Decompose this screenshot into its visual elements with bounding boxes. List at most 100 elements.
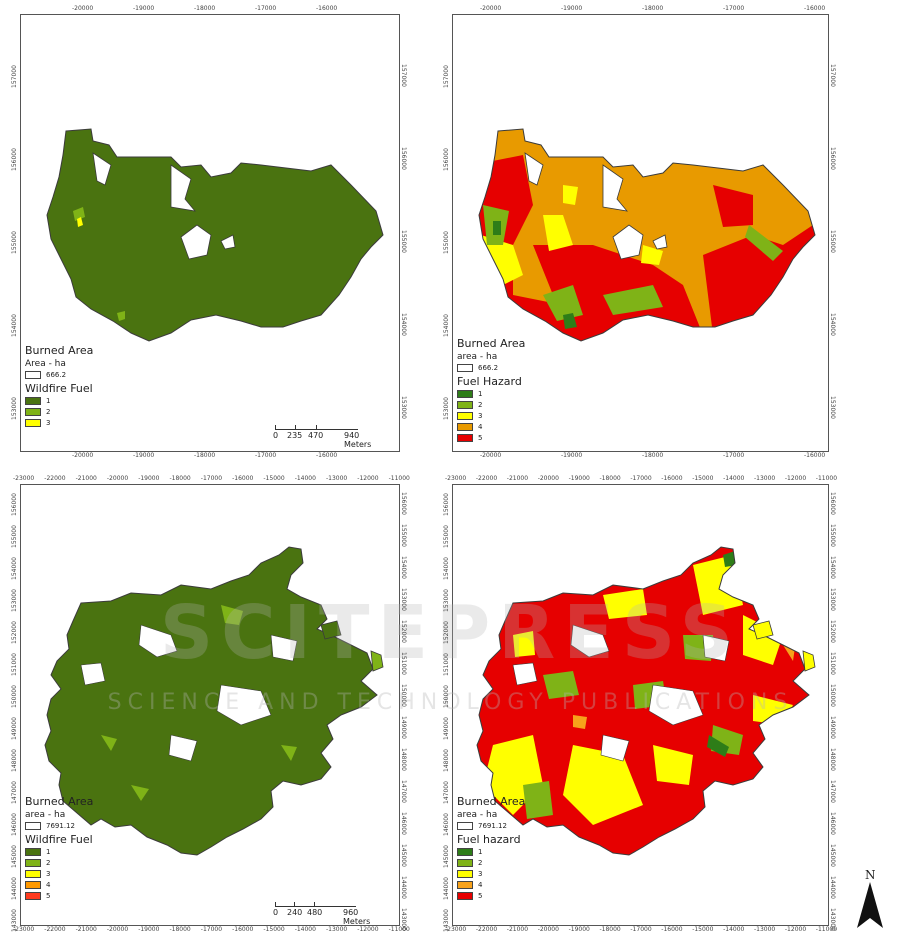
y-tick-label: 154000 xyxy=(443,557,450,580)
y-tick-label: 152000 xyxy=(443,621,450,644)
y-tick-label: 143000 xyxy=(829,908,836,931)
x-tick-label: -18000 xyxy=(599,926,621,933)
x-tick-label: -14000 xyxy=(294,926,316,933)
legend-class-label: 5 xyxy=(478,891,483,900)
y-tick-label: 145000 xyxy=(829,844,836,867)
x-tick-label: -21000 xyxy=(506,475,529,482)
y-tick-label: 153000 xyxy=(829,396,836,419)
legend-swatch xyxy=(25,407,41,416)
x-tick-label: -15000 xyxy=(263,475,285,482)
x-tick-label: -16000 xyxy=(316,452,338,459)
legend-class-item: 5 xyxy=(25,890,93,901)
legend-burned-title: Burned Area xyxy=(25,795,94,808)
y-tick-label: 155000 xyxy=(443,231,450,254)
legend-class-item: 5 xyxy=(457,432,525,443)
legend-class-label: 4 xyxy=(46,880,51,889)
legend-class-item: 5 xyxy=(457,890,525,901)
y-tick-label: 155000 xyxy=(829,524,836,547)
y-tick-label: 156000 xyxy=(443,148,450,171)
y-tick-label: 153000 xyxy=(11,589,18,612)
y-tick-label: 155000 xyxy=(829,230,836,253)
legend-class-label: 5 xyxy=(46,891,51,900)
legend-class-label: 1 xyxy=(478,847,483,856)
y-tick-label: 157000 xyxy=(11,65,18,88)
y-tick-label: 150000 xyxy=(400,684,407,707)
scalebar-label: 480 xyxy=(307,908,323,917)
legend-class-title: Fuel Hazard xyxy=(457,375,522,388)
legend-class-item: 4 xyxy=(457,421,525,432)
x-tick-label: -20000 xyxy=(537,475,559,482)
legend-swatch xyxy=(25,869,41,878)
legend-swatch xyxy=(457,847,473,856)
x-tick-label: -13000 xyxy=(326,926,348,933)
legend-swatch xyxy=(457,858,473,867)
legend-swatch xyxy=(457,411,473,420)
y-tick-label: 156000 xyxy=(400,147,407,170)
x-tick-label: -18000 xyxy=(194,5,216,12)
x-tick-label: -19000 xyxy=(138,926,160,933)
y-tick-label: 153000 xyxy=(11,397,18,420)
x-tick-label: -21000 xyxy=(75,475,97,482)
legend-class-item: 2 xyxy=(25,857,93,868)
y-tick-label: 146000 xyxy=(443,813,450,836)
burned-area-polygon-large xyxy=(44,546,384,856)
y-tick-label: 148000 xyxy=(11,749,18,772)
x-tick-label: -23000 xyxy=(13,926,35,933)
y-tick-label: 155000 xyxy=(11,231,18,254)
legend-class-label: 2 xyxy=(46,407,51,416)
legend-class-item: 3 xyxy=(457,410,525,421)
legend-class-list: 1 2 3 4 5 xyxy=(457,388,525,443)
x-tick-label: -16000 xyxy=(804,5,826,12)
legend-class-list: 1 2 3 xyxy=(25,395,93,428)
legend-swatch xyxy=(25,418,41,427)
x-tick-label: -15000 xyxy=(692,926,714,933)
legend-class-item: 3 xyxy=(457,868,525,879)
legend-class-label: 4 xyxy=(478,422,483,431)
y-tick-label: 146000 xyxy=(829,812,836,835)
x-tick-label: -16000 xyxy=(661,475,683,482)
legend-class-title: Wildfire Fuel xyxy=(25,833,93,846)
y-tick-label: 148000 xyxy=(443,749,450,772)
burned-area-polygon xyxy=(46,128,384,342)
y-tick-label: 152000 xyxy=(400,620,407,643)
y-tick-label: 153000 xyxy=(829,588,836,611)
x-tick-label: -18000 xyxy=(169,475,191,482)
y-tick-label: 147000 xyxy=(11,781,18,804)
x-tick-label: -23000 xyxy=(13,475,35,482)
legend-area-value: 666.2 xyxy=(478,363,499,372)
y-tick-label: 156000 xyxy=(11,493,18,516)
y-tick-label: 154000 xyxy=(443,314,450,337)
scalebar-label: 0 xyxy=(273,908,279,917)
y-tick-label: 147000 xyxy=(443,781,450,804)
x-tick-label: -20000 xyxy=(480,5,502,12)
y-tick-label: 155000 xyxy=(400,524,407,547)
y-tick-label: 157000 xyxy=(829,64,836,87)
y-tick-label: 145000 xyxy=(11,845,18,868)
legend-class-title: Wildfire Fuel xyxy=(25,382,93,395)
legend-bottom-left: Burned Area area - ha 7691.12 Wildfire F… xyxy=(25,793,93,901)
north-arrow-icon xyxy=(857,882,883,928)
legend-burned-title: Burned Area xyxy=(25,344,94,357)
legend-class-item: 2 xyxy=(457,857,525,868)
legend-burned-title: Burned Area xyxy=(457,795,526,808)
legend-area-value: 7691.12 xyxy=(478,821,507,830)
x-tick-label: -23000 xyxy=(445,926,467,933)
y-tick-label: 151000 xyxy=(829,652,836,675)
y-tick-label: 144000 xyxy=(11,877,18,900)
x-tick-label: -20000 xyxy=(480,452,502,459)
y-tick-label: 145000 xyxy=(400,844,407,867)
x-tick-label: -20000 xyxy=(72,5,94,12)
legend-swatch xyxy=(457,400,473,409)
y-tick-label: 144000 xyxy=(443,877,450,900)
y-tick-label: 151000 xyxy=(443,653,450,676)
y-tick-label: 150000 xyxy=(829,684,836,707)
legend-swatch xyxy=(25,891,41,900)
legend-swatch xyxy=(25,847,41,856)
legend-class-item: 3 xyxy=(25,868,93,879)
legend-class-title: Fuel hazard xyxy=(457,833,521,846)
x-tick-label: -19000 xyxy=(561,452,583,459)
legend-top-right: Burned Area area - ha 666.2 Fuel Hazard … xyxy=(457,335,525,443)
x-tick-label: -13000 xyxy=(326,475,348,482)
y-tick-label: 152000 xyxy=(829,620,836,643)
legend-class-item: 1 xyxy=(25,395,93,406)
